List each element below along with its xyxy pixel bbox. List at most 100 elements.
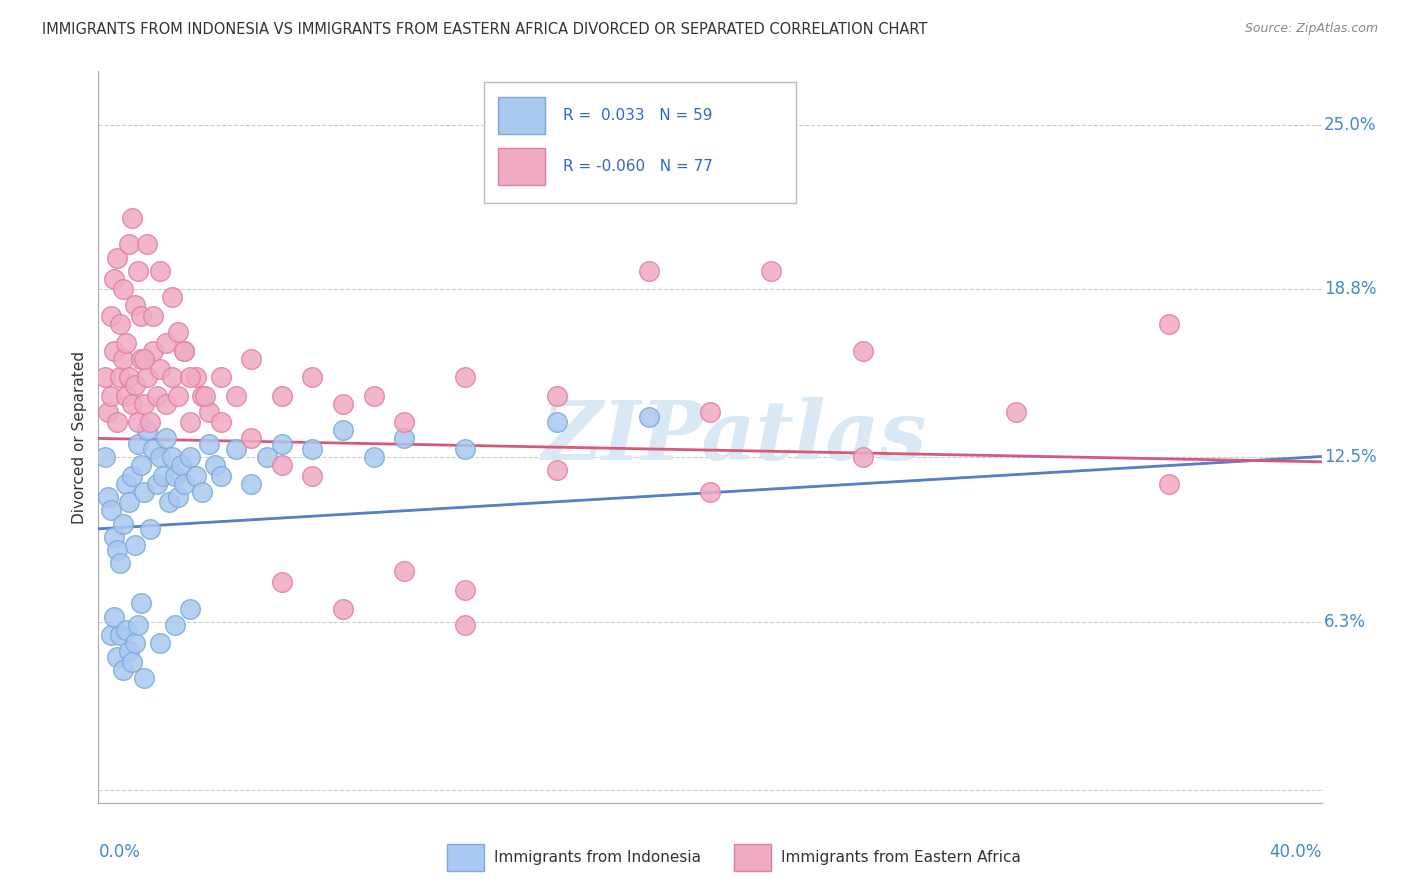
Point xyxy=(103,609,125,624)
Point xyxy=(301,370,323,384)
Point xyxy=(186,468,208,483)
Text: Immigrants from Indonesia: Immigrants from Indonesia xyxy=(494,850,700,865)
Point xyxy=(454,370,477,384)
Point xyxy=(127,617,149,632)
Point xyxy=(155,397,177,411)
Text: 18.8%: 18.8% xyxy=(1324,280,1376,299)
Text: Source: ZipAtlas.com: Source: ZipAtlas.com xyxy=(1244,22,1378,36)
Point xyxy=(197,405,219,419)
Point xyxy=(270,389,292,403)
Point xyxy=(118,644,141,658)
FancyBboxPatch shape xyxy=(484,82,796,203)
Point xyxy=(139,522,162,536)
Point xyxy=(270,436,292,450)
Point xyxy=(129,351,152,366)
Point xyxy=(108,557,131,571)
Point xyxy=(209,370,232,384)
Point xyxy=(121,468,143,483)
Point xyxy=(173,343,195,358)
Point xyxy=(191,484,214,499)
Point xyxy=(191,389,214,403)
Point xyxy=(93,370,115,384)
Point xyxy=(127,436,149,450)
FancyBboxPatch shape xyxy=(498,97,546,134)
Point xyxy=(454,582,477,597)
Point xyxy=(163,468,186,483)
Point xyxy=(209,416,232,430)
Point xyxy=(160,450,183,464)
Point xyxy=(149,636,172,650)
Point xyxy=(134,397,156,411)
Point xyxy=(204,458,226,472)
Point xyxy=(105,416,128,430)
Point xyxy=(1004,405,1026,419)
Point xyxy=(225,442,247,456)
Point xyxy=(167,325,190,339)
Point xyxy=(142,343,165,358)
Text: 12.5%: 12.5% xyxy=(1324,448,1376,466)
Point xyxy=(134,671,156,685)
Point xyxy=(103,272,125,286)
Point xyxy=(129,458,152,472)
Point xyxy=(363,389,385,403)
Point xyxy=(699,405,721,419)
Point xyxy=(392,565,416,579)
FancyBboxPatch shape xyxy=(498,148,546,185)
Point xyxy=(197,436,219,450)
FancyBboxPatch shape xyxy=(447,845,484,871)
Point xyxy=(546,463,568,477)
Point xyxy=(111,283,134,297)
Point xyxy=(124,636,146,650)
Point xyxy=(121,655,143,669)
Point xyxy=(240,476,263,491)
Text: 40.0%: 40.0% xyxy=(1270,843,1322,861)
Point xyxy=(637,410,661,425)
Point xyxy=(194,389,217,403)
FancyBboxPatch shape xyxy=(734,845,772,871)
Text: R = -0.060   N = 77: R = -0.060 N = 77 xyxy=(564,159,713,174)
Point xyxy=(186,370,208,384)
Point xyxy=(118,370,141,384)
Point xyxy=(136,370,159,384)
Point xyxy=(129,309,152,323)
Point xyxy=(136,237,159,252)
Point xyxy=(546,416,568,430)
Point xyxy=(93,450,115,464)
Point xyxy=(124,298,146,312)
Point xyxy=(115,335,138,350)
Point xyxy=(145,389,167,403)
Point xyxy=(256,450,278,464)
Point xyxy=(118,237,141,252)
Point xyxy=(124,538,146,552)
Text: 0.0%: 0.0% xyxy=(98,843,141,861)
Point xyxy=(240,431,263,445)
Point xyxy=(173,476,195,491)
Point xyxy=(157,495,180,509)
Point xyxy=(129,596,152,610)
Point xyxy=(118,495,141,509)
Point xyxy=(454,617,477,632)
Point xyxy=(100,389,122,403)
Point xyxy=(546,389,568,403)
Point xyxy=(142,309,165,323)
Point xyxy=(759,264,782,278)
Point xyxy=(149,450,172,464)
Point xyxy=(179,601,201,615)
Point xyxy=(121,211,143,225)
Point xyxy=(173,343,195,358)
Text: 6.3%: 6.3% xyxy=(1324,613,1367,631)
Point xyxy=(225,389,247,403)
Point xyxy=(136,424,159,438)
Point xyxy=(167,389,190,403)
Text: R =  0.033   N = 59: R = 0.033 N = 59 xyxy=(564,108,713,123)
Point xyxy=(163,617,186,632)
Point xyxy=(145,476,167,491)
Point xyxy=(139,416,162,430)
Point xyxy=(127,416,149,430)
Point xyxy=(179,416,201,430)
Point xyxy=(100,628,122,642)
Point xyxy=(115,389,138,403)
Point xyxy=(108,370,131,384)
Point xyxy=(103,343,125,358)
Point xyxy=(105,543,128,558)
